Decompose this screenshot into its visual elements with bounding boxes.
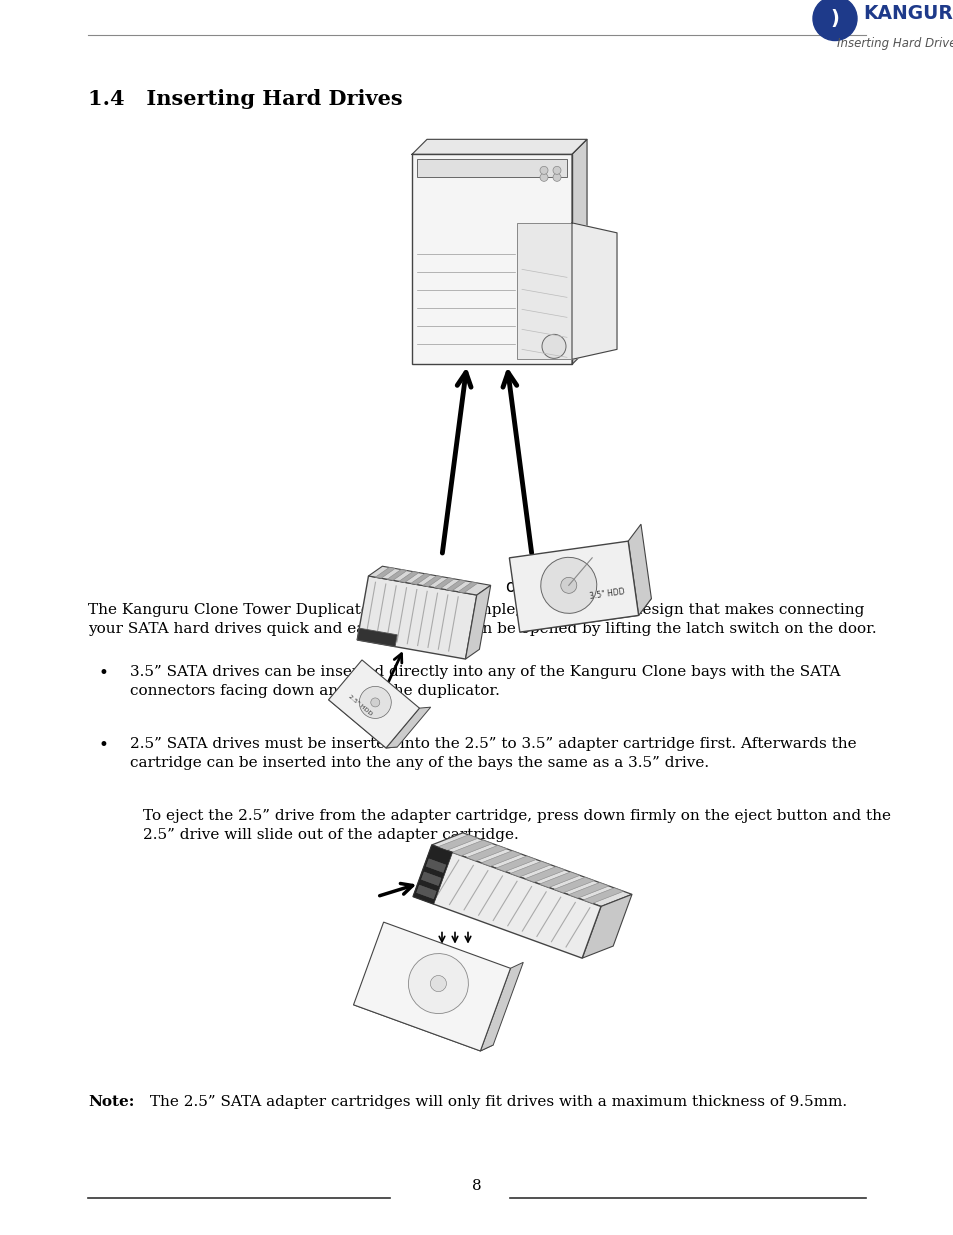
Text: 8: 8 bbox=[472, 1179, 481, 1193]
Polygon shape bbox=[437, 835, 477, 851]
Text: 2.5” SATA drives must be inserted into the 2.5” to 3.5” adapter cartridge first.: 2.5” SATA drives must be inserted into t… bbox=[130, 737, 856, 771]
Circle shape bbox=[371, 698, 379, 706]
Text: The 2.5” SATA adapter cartridges will only fit drives with a maximum thickness o: The 2.5” SATA adapter cartridges will on… bbox=[145, 1095, 846, 1109]
Polygon shape bbox=[465, 585, 490, 659]
Polygon shape bbox=[581, 894, 631, 958]
Circle shape bbox=[553, 167, 560, 174]
Polygon shape bbox=[496, 856, 536, 872]
Text: •: • bbox=[98, 737, 108, 753]
Text: Note:: Note: bbox=[88, 1095, 134, 1109]
Text: or: or bbox=[505, 578, 522, 595]
FancyBboxPatch shape bbox=[421, 872, 440, 885]
Polygon shape bbox=[412, 140, 586, 154]
FancyBboxPatch shape bbox=[413, 845, 452, 904]
Polygon shape bbox=[387, 569, 407, 580]
Text: To eject the 2.5” drive from the adapter cartridge, press down firmly on the eje: To eject the 2.5” drive from the adapter… bbox=[143, 809, 890, 842]
Circle shape bbox=[539, 167, 547, 174]
Polygon shape bbox=[434, 578, 454, 589]
Text: •: • bbox=[98, 664, 108, 682]
Text: 3.5” SATA drives can be inserted directly into any of the Kanguru Clone bays wit: 3.5” SATA drives can be inserted directl… bbox=[130, 664, 840, 698]
FancyBboxPatch shape bbox=[509, 541, 638, 632]
FancyBboxPatch shape bbox=[416, 159, 566, 178]
Text: Inserting Hard Drives: Inserting Hard Drives bbox=[836, 37, 953, 49]
Polygon shape bbox=[398, 572, 418, 583]
Text: 1.4   Inserting Hard Drives: 1.4 Inserting Hard Drives bbox=[88, 89, 402, 109]
Polygon shape bbox=[538, 872, 579, 888]
Polygon shape bbox=[510, 861, 550, 877]
Text: KANGURU: KANGURU bbox=[862, 4, 953, 23]
Text: ): ) bbox=[830, 9, 839, 28]
Polygon shape bbox=[328, 699, 396, 748]
FancyBboxPatch shape bbox=[328, 659, 419, 748]
FancyBboxPatch shape bbox=[426, 858, 445, 872]
Polygon shape bbox=[411, 574, 430, 584]
FancyBboxPatch shape bbox=[416, 885, 436, 899]
FancyBboxPatch shape bbox=[413, 845, 600, 958]
Text: 2.5" HDD: 2.5" HDD bbox=[347, 694, 373, 716]
Circle shape bbox=[540, 557, 597, 614]
FancyBboxPatch shape bbox=[354, 923, 510, 1051]
Polygon shape bbox=[452, 840, 492, 856]
Circle shape bbox=[539, 173, 547, 182]
Circle shape bbox=[560, 577, 577, 593]
Circle shape bbox=[541, 335, 565, 358]
Circle shape bbox=[812, 0, 856, 41]
Polygon shape bbox=[422, 576, 442, 587]
Polygon shape bbox=[572, 140, 586, 364]
Polygon shape bbox=[432, 832, 631, 906]
Circle shape bbox=[359, 687, 391, 719]
Polygon shape bbox=[386, 708, 430, 748]
FancyBboxPatch shape bbox=[412, 154, 572, 364]
Text: The Kanguru Clone Tower Duplicator features a simple, tool-less rack design that: The Kanguru Clone Tower Duplicator featu… bbox=[88, 603, 876, 636]
Polygon shape bbox=[519, 599, 651, 632]
Polygon shape bbox=[480, 851, 521, 866]
Polygon shape bbox=[627, 524, 651, 615]
Circle shape bbox=[553, 173, 560, 182]
Circle shape bbox=[408, 953, 468, 1014]
Polygon shape bbox=[568, 883, 608, 898]
Circle shape bbox=[430, 976, 446, 992]
Polygon shape bbox=[354, 999, 493, 1051]
Polygon shape bbox=[457, 582, 477, 593]
Polygon shape bbox=[480, 962, 523, 1051]
Polygon shape bbox=[446, 580, 466, 590]
Text: 3.5" HDD: 3.5" HDD bbox=[589, 587, 625, 601]
Polygon shape bbox=[572, 222, 617, 359]
Polygon shape bbox=[554, 877, 594, 893]
Polygon shape bbox=[524, 867, 565, 882]
Polygon shape bbox=[375, 567, 395, 578]
Polygon shape bbox=[368, 566, 490, 595]
Polygon shape bbox=[582, 888, 623, 904]
FancyBboxPatch shape bbox=[356, 576, 476, 659]
Polygon shape bbox=[466, 846, 506, 861]
FancyBboxPatch shape bbox=[517, 222, 572, 359]
FancyBboxPatch shape bbox=[356, 629, 396, 647]
